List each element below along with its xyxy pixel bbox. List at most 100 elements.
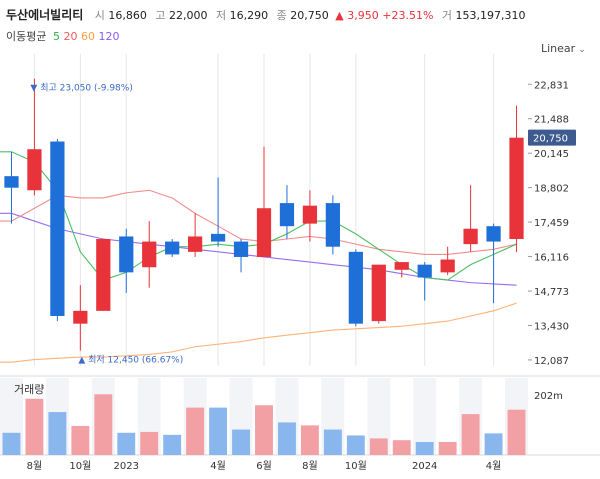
x-axis-label: 2023 bbox=[114, 461, 139, 472]
volume-bar bbox=[94, 394, 113, 455]
volume-value: 153,197,310 bbox=[455, 9, 526, 22]
candle-body bbox=[188, 236, 203, 252]
volume-bar bbox=[2, 432, 21, 455]
scale-label: Linear bbox=[541, 42, 576, 55]
candle-body bbox=[302, 205, 318, 224]
candle bbox=[73, 285, 88, 351]
candle bbox=[371, 264, 386, 324]
last-price-label: 20,750 bbox=[533, 134, 568, 145]
stock-info-header: 두산에너빌리티 시 16,860 고 22,000 저 16,290 종 20,… bbox=[6, 6, 529, 24]
last-price-badge bbox=[528, 129, 576, 146]
volume-bar bbox=[507, 409, 526, 455]
open-label: 시 bbox=[94, 9, 105, 22]
candle-body bbox=[371, 264, 386, 322]
candle bbox=[348, 249, 363, 327]
candle bbox=[142, 221, 157, 288]
volume-bar bbox=[163, 434, 182, 455]
volume-bar bbox=[369, 438, 388, 455]
candle bbox=[96, 239, 111, 311]
x-axis-label: 4월 bbox=[210, 460, 226, 472]
candle bbox=[279, 185, 295, 240]
volume-bar bbox=[232, 429, 250, 455]
candle-body bbox=[4, 176, 19, 188]
price-tick-label: 12,087 bbox=[534, 356, 569, 367]
price-tick-label: 14,773 bbox=[534, 287, 569, 298]
candle bbox=[165, 239, 180, 257]
volume-bar bbox=[140, 431, 159, 455]
high-label: 고 bbox=[155, 9, 166, 22]
candle-body bbox=[142, 241, 157, 268]
candle bbox=[50, 138, 65, 322]
candle bbox=[302, 190, 318, 242]
candle-body bbox=[165, 241, 180, 255]
x-axis-label: 8월 bbox=[302, 460, 318, 472]
price-tick-label: 20,145 bbox=[534, 149, 569, 160]
price-tick-label: 18,802 bbox=[534, 184, 569, 195]
price-tick-label: 16,116 bbox=[534, 253, 569, 264]
candle-body bbox=[96, 239, 111, 311]
volume-bar bbox=[323, 429, 342, 455]
candle bbox=[486, 223, 501, 304]
candle-body bbox=[50, 141, 65, 316]
change-value: ▲ 3,950 bbox=[335, 9, 379, 22]
x-axis-label: 8월 bbox=[27, 460, 43, 472]
x-axis-label: 10월 bbox=[69, 460, 91, 472]
low-annotation: ▲ 최저 12,450 (66.67%) bbox=[78, 355, 183, 366]
volume-band bbox=[413, 378, 437, 455]
x-axis-label: 6월 bbox=[256, 460, 272, 472]
candle bbox=[440, 246, 455, 275]
candle bbox=[509, 105, 524, 253]
volume-bar bbox=[300, 425, 319, 455]
candle-body bbox=[256, 208, 272, 257]
ma-120-toggle[interactable]: 120 bbox=[98, 30, 120, 43]
price-tick-label: 13,430 bbox=[534, 321, 569, 332]
candle bbox=[4, 151, 19, 224]
x-axis-label: 10월 bbox=[345, 460, 367, 472]
volume-bar bbox=[25, 398, 44, 455]
ma-5-toggle[interactable]: 5 bbox=[52, 30, 60, 43]
scale-selector[interactable]: Linear ⌄ bbox=[541, 42, 586, 55]
chevron-down-icon: ⌄ bbox=[578, 45, 586, 55]
close-label: 종 bbox=[276, 9, 287, 22]
volume-band bbox=[367, 378, 391, 455]
volume-label: 거 bbox=[441, 9, 453, 22]
candle bbox=[27, 78, 42, 196]
ma-20-toggle[interactable]: 20 bbox=[63, 30, 78, 43]
volume-bar bbox=[186, 407, 205, 455]
open-value: 16,860 bbox=[108, 9, 147, 22]
candle bbox=[119, 228, 134, 293]
candle-body bbox=[325, 203, 340, 247]
volume-bar bbox=[415, 441, 434, 455]
volume-bar bbox=[438, 441, 457, 455]
candle-body bbox=[463, 228, 478, 245]
moving-average-title: 이동평균 bbox=[6, 30, 47, 43]
change-percent: +23.51% bbox=[382, 9, 434, 22]
candle bbox=[256, 146, 272, 257]
candle bbox=[417, 262, 432, 301]
low-label: 저 bbox=[216, 9, 227, 22]
candle bbox=[463, 185, 478, 252]
candle bbox=[233, 239, 249, 273]
ma-5-line bbox=[0, 151, 517, 281]
moving-average-legend: 이동평균 5 20 60 120 bbox=[6, 30, 119, 44]
x-axis-label: 4월 bbox=[486, 460, 502, 472]
volume-bar bbox=[392, 440, 411, 455]
volume-bar bbox=[209, 407, 228, 455]
volume-bar bbox=[48, 412, 67, 455]
price-tick-label: 17,459 bbox=[534, 218, 569, 229]
candle-body bbox=[486, 226, 501, 242]
volume-bar bbox=[278, 422, 296, 455]
x-axis-label: 2024 bbox=[412, 461, 437, 472]
candle-body bbox=[119, 236, 134, 273]
volume-bar bbox=[117, 432, 136, 455]
low-value: 16,290 bbox=[229, 9, 269, 22]
ma-60-line bbox=[0, 302, 517, 363]
price-tick-label: 22,831 bbox=[534, 80, 569, 91]
volume-bar bbox=[484, 433, 503, 455]
ma-60-toggle[interactable]: 60 bbox=[80, 30, 95, 43]
candle-body bbox=[27, 149, 42, 191]
volume-tick-label: 202m bbox=[534, 391, 563, 402]
high-value: 22,000 bbox=[169, 9, 208, 22]
volume-bar bbox=[461, 414, 480, 455]
